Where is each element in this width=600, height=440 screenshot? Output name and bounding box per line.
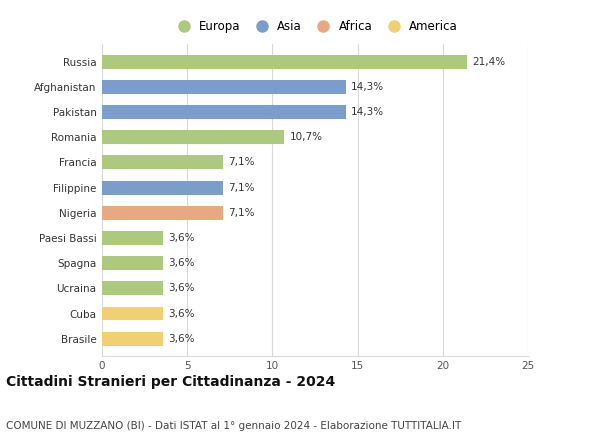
Bar xyxy=(102,80,346,94)
Bar xyxy=(102,155,223,169)
Bar xyxy=(102,307,163,320)
Legend: Europa, Asia, Africa, America: Europa, Asia, Africa, America xyxy=(167,15,463,38)
Text: 3,6%: 3,6% xyxy=(169,233,195,243)
Bar xyxy=(102,130,284,144)
Text: 21,4%: 21,4% xyxy=(472,57,505,66)
Text: 14,3%: 14,3% xyxy=(351,82,384,92)
Bar xyxy=(102,105,346,119)
Text: 3,6%: 3,6% xyxy=(169,334,195,344)
Bar xyxy=(102,332,163,346)
Text: 7,1%: 7,1% xyxy=(228,183,254,193)
Text: 7,1%: 7,1% xyxy=(228,208,254,218)
Bar xyxy=(102,206,223,220)
Text: 3,6%: 3,6% xyxy=(169,258,195,268)
Text: 3,6%: 3,6% xyxy=(169,283,195,293)
Bar xyxy=(102,231,163,245)
Bar xyxy=(102,282,163,295)
Text: 7,1%: 7,1% xyxy=(228,158,254,167)
Bar xyxy=(102,181,223,194)
Bar xyxy=(102,55,467,69)
Text: 3,6%: 3,6% xyxy=(169,308,195,319)
Text: 14,3%: 14,3% xyxy=(351,107,384,117)
Text: 10,7%: 10,7% xyxy=(289,132,322,142)
Text: COMUNE DI MUZZANO (BI) - Dati ISTAT al 1° gennaio 2024 - Elaborazione TUTTITALIA: COMUNE DI MUZZANO (BI) - Dati ISTAT al 1… xyxy=(6,421,461,431)
Bar xyxy=(102,256,163,270)
Text: Cittadini Stranieri per Cittadinanza - 2024: Cittadini Stranieri per Cittadinanza - 2… xyxy=(6,375,335,389)
